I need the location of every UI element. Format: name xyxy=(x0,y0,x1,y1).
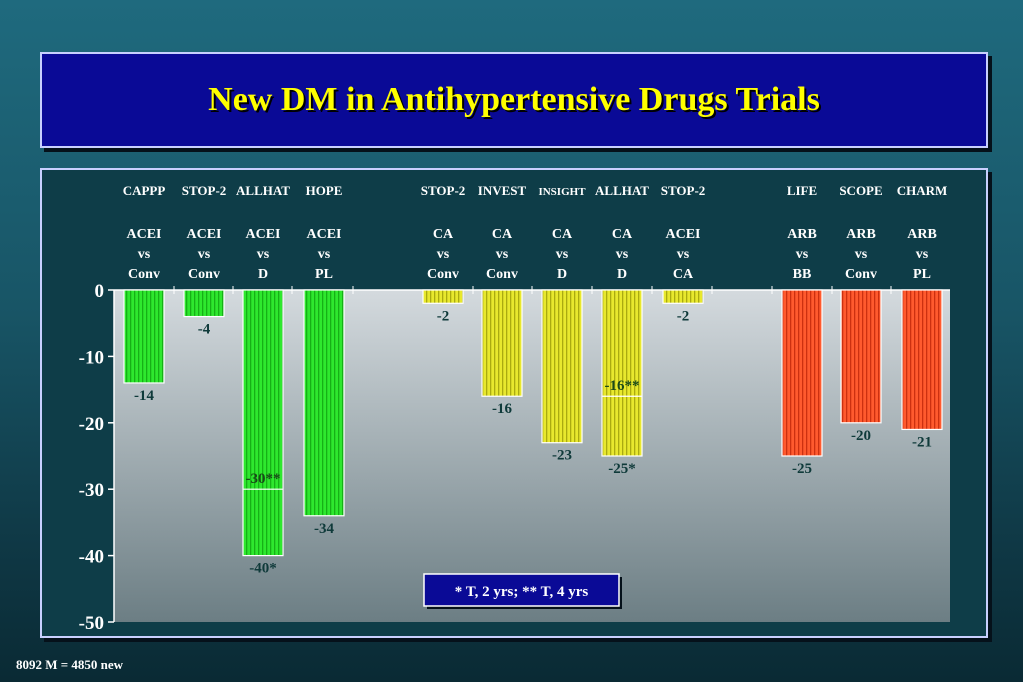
trial-name-label: STOP-2 xyxy=(421,183,466,198)
bar-scope-arb xyxy=(840,289,882,424)
comparison-label: Conv xyxy=(486,267,518,282)
comparison-label: BB xyxy=(793,267,812,282)
comparison-label: ACEI xyxy=(665,227,700,242)
comparison-label: Conv xyxy=(427,267,459,282)
comparison-label: vs xyxy=(257,247,270,262)
bar-stop-2-acei xyxy=(183,289,225,318)
title-banner: New DM in Antihypertensive Drugs Trials xyxy=(40,52,988,148)
comparison-label: vs xyxy=(437,247,450,262)
comparison-label: ARB xyxy=(787,227,817,242)
bar-allhat-ca xyxy=(601,289,643,457)
bar-value-label: -23 xyxy=(552,448,572,464)
chart-panel: 0 -10 -20 -30 -40 -50 CAPPP ACEI vs Conv STOP-2 AC… xyxy=(40,168,988,638)
bar-value-label: -34 xyxy=(314,521,334,537)
bar-stop-2-ca xyxy=(662,289,704,304)
bar-allhat-acei xyxy=(242,289,284,557)
bar-value-label: -4 xyxy=(198,322,211,338)
comparison-label: ARB xyxy=(846,227,876,242)
trial-name-label: INSIGHT xyxy=(538,186,586,198)
y-tick-label: -10 xyxy=(79,347,104,368)
bar-value-label: -25* xyxy=(608,461,636,477)
bar-life-arb xyxy=(781,289,823,457)
comparison-label: vs xyxy=(198,247,211,262)
bar-cappp-acei xyxy=(123,289,165,384)
comparison-label: CA xyxy=(492,227,513,242)
trial-name-label: INVEST xyxy=(478,183,527,198)
comparison-label: D xyxy=(557,267,567,282)
trial-name-label: SCOPE xyxy=(839,183,882,198)
comparison-label: Conv xyxy=(188,267,220,282)
comparison-label: ARB xyxy=(907,227,937,242)
bar-value-label: -16 xyxy=(492,401,512,417)
bar-chart: 0 -10 -20 -30 -40 -50 CAPPP ACEI vs Conv STOP-2 AC… xyxy=(79,183,950,634)
trial-name-label: STOP-2 xyxy=(182,183,227,198)
bar-charm-arb xyxy=(901,289,943,431)
inner-value-label: -16** xyxy=(605,378,640,394)
comparison-label: CA xyxy=(552,227,573,242)
bar-value-label: -25 xyxy=(792,461,812,477)
comparison-label: vs xyxy=(916,247,929,262)
bar-value-label: -40* xyxy=(249,561,277,577)
comparison-label: PL xyxy=(913,267,931,282)
bar-value-label: -14 xyxy=(134,388,154,404)
comparison-label: vs xyxy=(318,247,331,262)
trial-name-label: STOP-2 xyxy=(661,183,706,198)
legend-note-box xyxy=(423,573,620,607)
bar-stop-2-ca xyxy=(422,289,464,304)
chart-title: New DM in Antihypertensive Drugs Trials xyxy=(208,81,820,118)
comparison-label: CA xyxy=(433,227,454,242)
comparison-label: Conv xyxy=(128,267,160,282)
comparison-label: vs xyxy=(855,247,868,262)
comparison-label: vs xyxy=(556,247,569,262)
comparison-label: ACEI xyxy=(186,227,221,242)
trial-name-label: CAPPP xyxy=(123,183,166,198)
trial-name-label: CHARM xyxy=(897,183,948,198)
bar-value-label: -20 xyxy=(851,428,871,444)
comparison-label: CA xyxy=(673,267,694,282)
bar-hope-acei xyxy=(303,289,345,517)
trial-name-label: ALLHAT xyxy=(595,183,649,198)
y-tick-label: -20 xyxy=(79,414,104,435)
y-tick-label: 0 xyxy=(95,281,105,302)
y-tick-label: -50 xyxy=(79,613,104,634)
inner-value-label: -30** xyxy=(246,471,281,487)
comparison-label: Conv xyxy=(845,267,877,282)
comparison-label: PL xyxy=(315,267,333,282)
comparison-label: D xyxy=(258,267,268,282)
trial-name-label: HOPE xyxy=(306,183,343,198)
bar-value-label: -2 xyxy=(677,308,690,324)
bar-value-label: -21 xyxy=(912,434,932,450)
y-tick-label: -40 xyxy=(79,547,104,568)
plot-area xyxy=(114,290,950,622)
comparison-label: ACEI xyxy=(306,227,341,242)
legend-note-text: * T, 2 yrs; ** T, 4 yrs xyxy=(455,584,589,600)
comparison-label: vs xyxy=(677,247,690,262)
footer-note: 8092 M = 4850 new xyxy=(16,657,124,672)
trial-name-label: ALLHAT xyxy=(236,183,290,198)
comparison-label: CA xyxy=(612,227,633,242)
bar-invest-ca xyxy=(481,289,523,397)
comparison-label: vs xyxy=(496,247,509,262)
trial-name-label: LIFE xyxy=(787,183,817,198)
comparison-label: ACEI xyxy=(245,227,280,242)
bar-insight-ca xyxy=(541,289,583,444)
y-tick-label: -30 xyxy=(79,480,104,501)
comparison-label: D xyxy=(617,267,627,282)
comparison-label: vs xyxy=(616,247,629,262)
comparison-label: vs xyxy=(138,247,151,262)
comparison-label: vs xyxy=(796,247,809,262)
bar-value-label: -2 xyxy=(437,308,450,324)
comparison-label: ACEI xyxy=(126,227,161,242)
